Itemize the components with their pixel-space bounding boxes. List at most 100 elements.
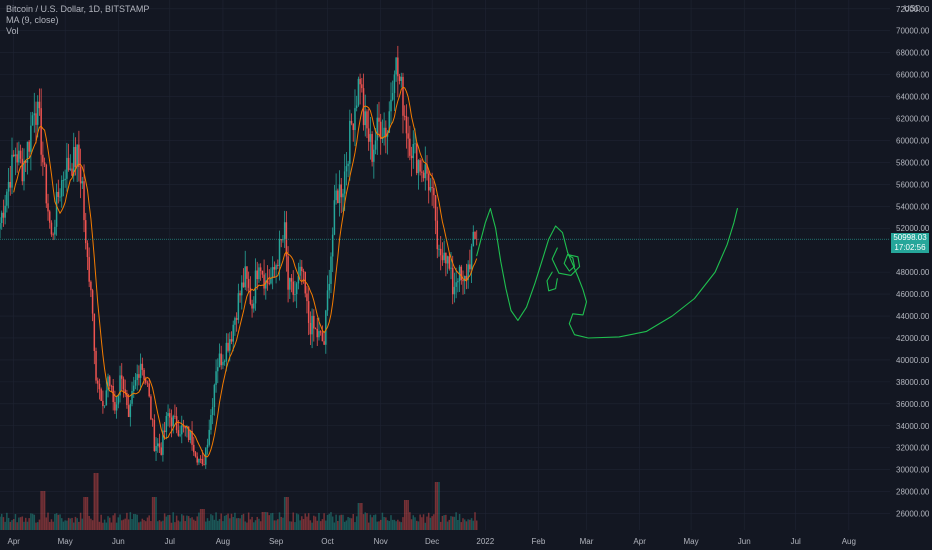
candle-body xyxy=(333,200,336,235)
candle-body xyxy=(160,447,162,455)
volume-bar xyxy=(88,515,90,530)
volume-bar xyxy=(187,516,190,530)
candle-body xyxy=(424,164,427,179)
volume-bar xyxy=(203,509,205,530)
volume-bar xyxy=(450,516,452,530)
volume-bar xyxy=(451,516,454,530)
candle-body xyxy=(222,361,224,366)
volume-bar xyxy=(199,509,202,530)
volume-bar xyxy=(150,521,152,530)
volume-bar xyxy=(295,513,298,530)
volume-bar xyxy=(460,522,463,530)
volume-bar xyxy=(319,521,322,530)
volume-bar xyxy=(121,520,123,530)
volume-bar xyxy=(294,522,296,530)
candle-body xyxy=(467,264,469,280)
x-tick-label: May xyxy=(684,537,699,546)
volume-bar xyxy=(345,520,348,530)
candle-body xyxy=(54,226,56,235)
y-tick-label: 62000.00 xyxy=(896,115,930,124)
legend-ma-indicator[interactable]: MA (9, close) xyxy=(6,15,59,25)
volume-bar xyxy=(429,517,432,530)
candle-body xyxy=(390,99,392,112)
candle-body xyxy=(84,220,87,244)
volume-bar xyxy=(6,512,8,530)
volume-bar xyxy=(335,514,337,530)
candle-body xyxy=(138,374,140,378)
candle-body xyxy=(374,140,377,150)
volume-bar xyxy=(62,521,65,530)
candle-body xyxy=(14,154,17,157)
time-axis[interactable]: Apr May Jun Jul Aug Sep Oct Nov Dec 2022 Feb Mar Apr… xyxy=(7,537,855,546)
candle-body xyxy=(213,384,216,408)
candle-body xyxy=(81,181,84,184)
volume-bar xyxy=(419,514,421,530)
candle-body xyxy=(393,74,396,94)
candle-body xyxy=(325,310,327,345)
volume-bar xyxy=(388,520,391,530)
volume-bar xyxy=(330,512,332,530)
legend-volume-indicator[interactable]: Vol xyxy=(6,26,19,36)
candle-body xyxy=(86,243,89,258)
volume-bar xyxy=(110,522,113,530)
chart-legend: Bitcoin / U.S. Dollar, 1D, BITSTAMP MA (… xyxy=(6,4,149,37)
volume-bar xyxy=(69,518,72,530)
volume-bar xyxy=(12,519,15,530)
candle-body xyxy=(47,203,49,212)
volume-bar xyxy=(218,519,221,530)
candle-body xyxy=(131,391,133,404)
y-tick-label: 32000.00 xyxy=(896,444,930,453)
candle-body xyxy=(64,178,66,181)
candle-body xyxy=(169,413,171,418)
volume-bar xyxy=(265,512,267,530)
y-tick-label: 44000.00 xyxy=(896,312,930,321)
volume-bar xyxy=(289,521,291,530)
volume-bar xyxy=(114,513,116,530)
drawing-stroke xyxy=(563,254,576,272)
volume-bar xyxy=(60,518,63,530)
volume-bar xyxy=(83,497,85,530)
candle-body xyxy=(306,293,308,302)
x-tick-label: Nov xyxy=(374,537,388,546)
volume-bar xyxy=(261,512,264,530)
volume-bar xyxy=(278,512,281,530)
volume-bar xyxy=(234,512,236,530)
price-axis[interactable]: 72000.00 70000.00 68000.00 66000.00 64000.00… xyxy=(896,5,930,519)
y-tick-label: 52000.00 xyxy=(896,224,930,233)
volume-bar xyxy=(59,514,61,530)
volume-bar xyxy=(283,497,286,530)
volume-bar xyxy=(115,522,118,530)
candle-body xyxy=(153,420,156,452)
candle-body xyxy=(181,425,183,435)
volume-bar xyxy=(151,497,154,530)
candle-body xyxy=(422,172,425,179)
candle-body xyxy=(6,191,8,206)
volume-bar xyxy=(66,520,68,530)
volume-bar xyxy=(74,516,77,530)
candle-body xyxy=(83,181,85,221)
volume-bar xyxy=(210,514,212,530)
candle-body xyxy=(462,280,464,282)
volume-bar xyxy=(467,519,469,530)
volume-bar xyxy=(311,522,313,530)
candle-body xyxy=(278,239,281,266)
candle-body xyxy=(439,248,442,256)
volume-bar xyxy=(18,517,20,530)
candle-body xyxy=(273,267,276,270)
volume-bar xyxy=(306,516,308,530)
volume-bar xyxy=(254,520,257,530)
volume-bar xyxy=(220,513,222,530)
candle-body xyxy=(277,265,279,266)
candle-body xyxy=(196,456,198,463)
candle-body xyxy=(103,405,106,407)
volume-bar xyxy=(390,515,392,530)
candle-body xyxy=(258,267,260,280)
candle-body xyxy=(21,158,24,182)
volume-bar xyxy=(179,521,181,530)
legend-symbol[interactable]: Bitcoin / U.S. Dollar, 1D, BITSTAMP xyxy=(6,4,150,14)
candle-body xyxy=(328,283,330,291)
volume-bar xyxy=(91,520,94,530)
candle-body xyxy=(450,267,452,269)
volume-bar xyxy=(76,518,78,530)
